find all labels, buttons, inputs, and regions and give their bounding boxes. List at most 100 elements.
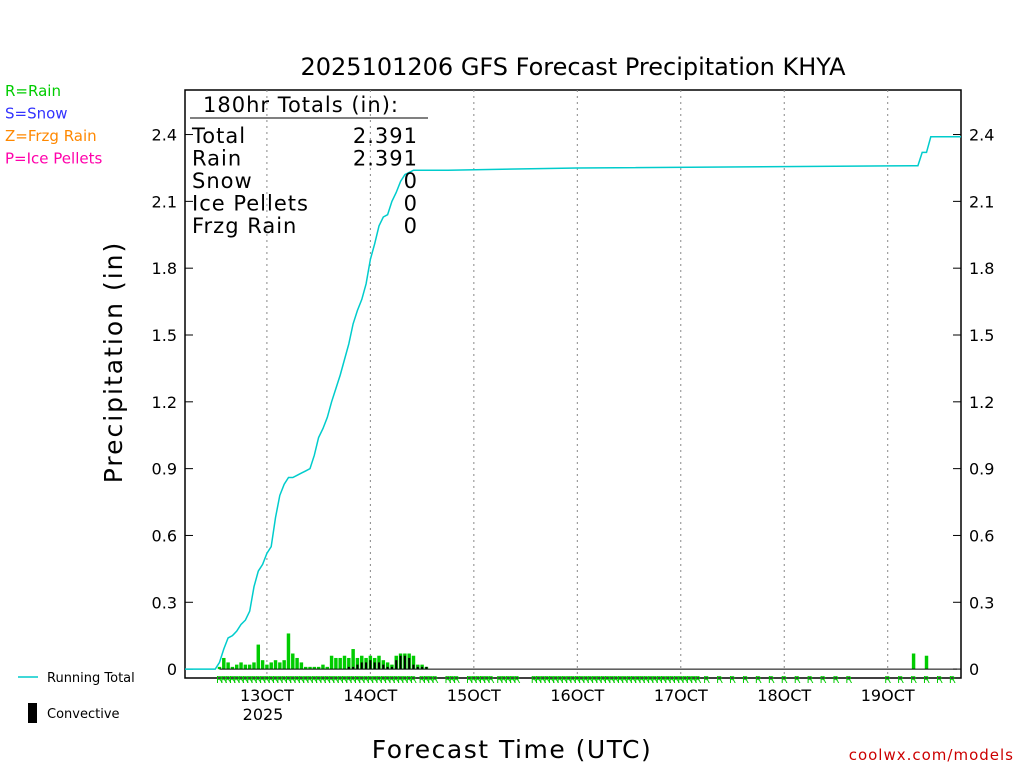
type-marker: R — [884, 675, 891, 686]
type-marker: R — [298, 675, 305, 686]
totals-box: 180hr Totals (in): Total 2.391 Rain 2.391 Sn… — [190, 93, 428, 238]
type-marker: R — [634, 675, 641, 686]
precip-bar — [351, 649, 355, 670]
totals-row-label: Total — [191, 124, 246, 148]
y-tick-label-left: 1.8 — [152, 259, 177, 278]
type-marker: R — [251, 675, 258, 686]
precip-bar — [265, 664, 269, 670]
precip-bar — [217, 666, 222, 670]
type-marker: R — [591, 675, 598, 686]
convective-bar — [347, 666, 350, 670]
type-marker: R — [225, 675, 232, 686]
convective-bar — [356, 664, 359, 670]
precip-bar — [303, 666, 308, 670]
type-marker: R — [285, 675, 292, 686]
type-marker: R — [341, 675, 348, 686]
type-legend-item: S=Snow — [5, 105, 68, 123]
type-marker: R — [673, 675, 680, 686]
type-marker: R — [307, 675, 314, 686]
type-marker: R — [238, 675, 245, 686]
type-marker: R — [582, 675, 589, 686]
totals-row-label: Rain — [192, 147, 242, 171]
type-marker: R — [453, 675, 460, 686]
type-marker: R — [897, 675, 904, 686]
type-marker: R — [910, 675, 917, 686]
totals-row-value: 0 — [404, 192, 418, 216]
x-tick-label: 16OCT — [550, 686, 604, 705]
type-marker: R — [354, 675, 361, 686]
type-marker: R — [294, 675, 301, 686]
precip-bar — [269, 662, 273, 670]
type-marker: R — [716, 675, 723, 686]
type-marker: R — [393, 675, 400, 686]
type-marker: R — [220, 675, 227, 686]
x-tick-label: 17OCT — [654, 686, 708, 705]
type-marker: R — [794, 675, 801, 686]
precip-bar — [222, 657, 226, 670]
type-marker: R — [380, 675, 387, 686]
type-marker: R — [401, 675, 408, 686]
type-marker: R — [630, 675, 637, 686]
precip-bar — [347, 657, 351, 670]
precip-bar — [329, 655, 334, 670]
type-marker: R — [604, 675, 611, 686]
type-marker: R — [561, 675, 568, 686]
type-marker: R — [337, 675, 344, 686]
convective-bar — [403, 655, 406, 670]
totals-row-label: Ice Pellets — [192, 192, 309, 216]
type-marker: R — [397, 675, 404, 686]
type-marker: R — [242, 675, 249, 686]
type-marker: R — [376, 675, 383, 686]
type-marker: R — [643, 675, 650, 686]
precip-bar — [247, 664, 252, 670]
type-marker: R — [677, 675, 684, 686]
y-tick-label-right: 1.2 — [969, 393, 994, 412]
precip-bar — [226, 662, 230, 670]
y-tick-label-left: 1.5 — [152, 326, 177, 345]
precip-bar — [385, 662, 390, 670]
precip-bar — [411, 655, 416, 670]
type-marker: R — [255, 675, 262, 686]
y-tick-label-left: 0 — [167, 660, 177, 679]
precip-bar — [299, 662, 304, 670]
chart-title: 2025101206 GFS Forecast Precipitation KH… — [301, 53, 847, 81]
convective-bar — [386, 666, 389, 670]
type-marker: R — [350, 675, 357, 686]
type-marker: R — [470, 675, 477, 686]
line-legend: Running Total Convective — [18, 671, 135, 723]
y-ticks-left: 0 0.3 0.6 0.9 1.2 1.5 1.8 2.1 2.4 — [152, 126, 193, 679]
type-marker: R — [324, 675, 331, 686]
type-marker: R — [695, 675, 702, 686]
y-tick-label-right: 1.8 — [969, 259, 994, 278]
y-tick-label-right: 2.1 — [969, 192, 994, 211]
type-marker: R — [332, 675, 339, 686]
type-marker: R — [755, 675, 762, 686]
type-marker: R — [358, 675, 365, 686]
precip-bar — [911, 653, 916, 670]
y-ticks-right: 0 0.3 0.6 0.9 1.2 1.5 1.8 2.1 2.4 — [953, 126, 994, 679]
convective-bar — [390, 666, 393, 670]
precip-bar — [321, 664, 325, 670]
type-marker: R — [272, 675, 279, 686]
convective-bar — [352, 666, 355, 670]
convective-bar — [382, 664, 385, 670]
precip-bar — [338, 657, 342, 670]
type-marker: R — [423, 675, 430, 686]
precip-bar — [282, 660, 286, 670]
type-marker: R — [531, 675, 538, 686]
precip-bars — [217, 633, 929, 670]
grid — [266, 90, 889, 678]
totals-row-value: 2.391 — [353, 124, 418, 148]
y-tick-label-right: 0 — [969, 660, 979, 679]
type-marker: R — [686, 675, 693, 686]
type-marker: R — [432, 675, 439, 686]
y-tick-label-right: 0.6 — [969, 526, 994, 545]
y-tick-label-left: 0.3 — [152, 593, 177, 612]
type-marker: R — [639, 675, 646, 686]
type-legend-item: R=Rain — [5, 82, 61, 100]
type-marker: R — [557, 675, 564, 686]
type-marker: R — [729, 675, 736, 686]
convective-bars — [347, 655, 428, 670]
precip-bar — [312, 666, 317, 670]
